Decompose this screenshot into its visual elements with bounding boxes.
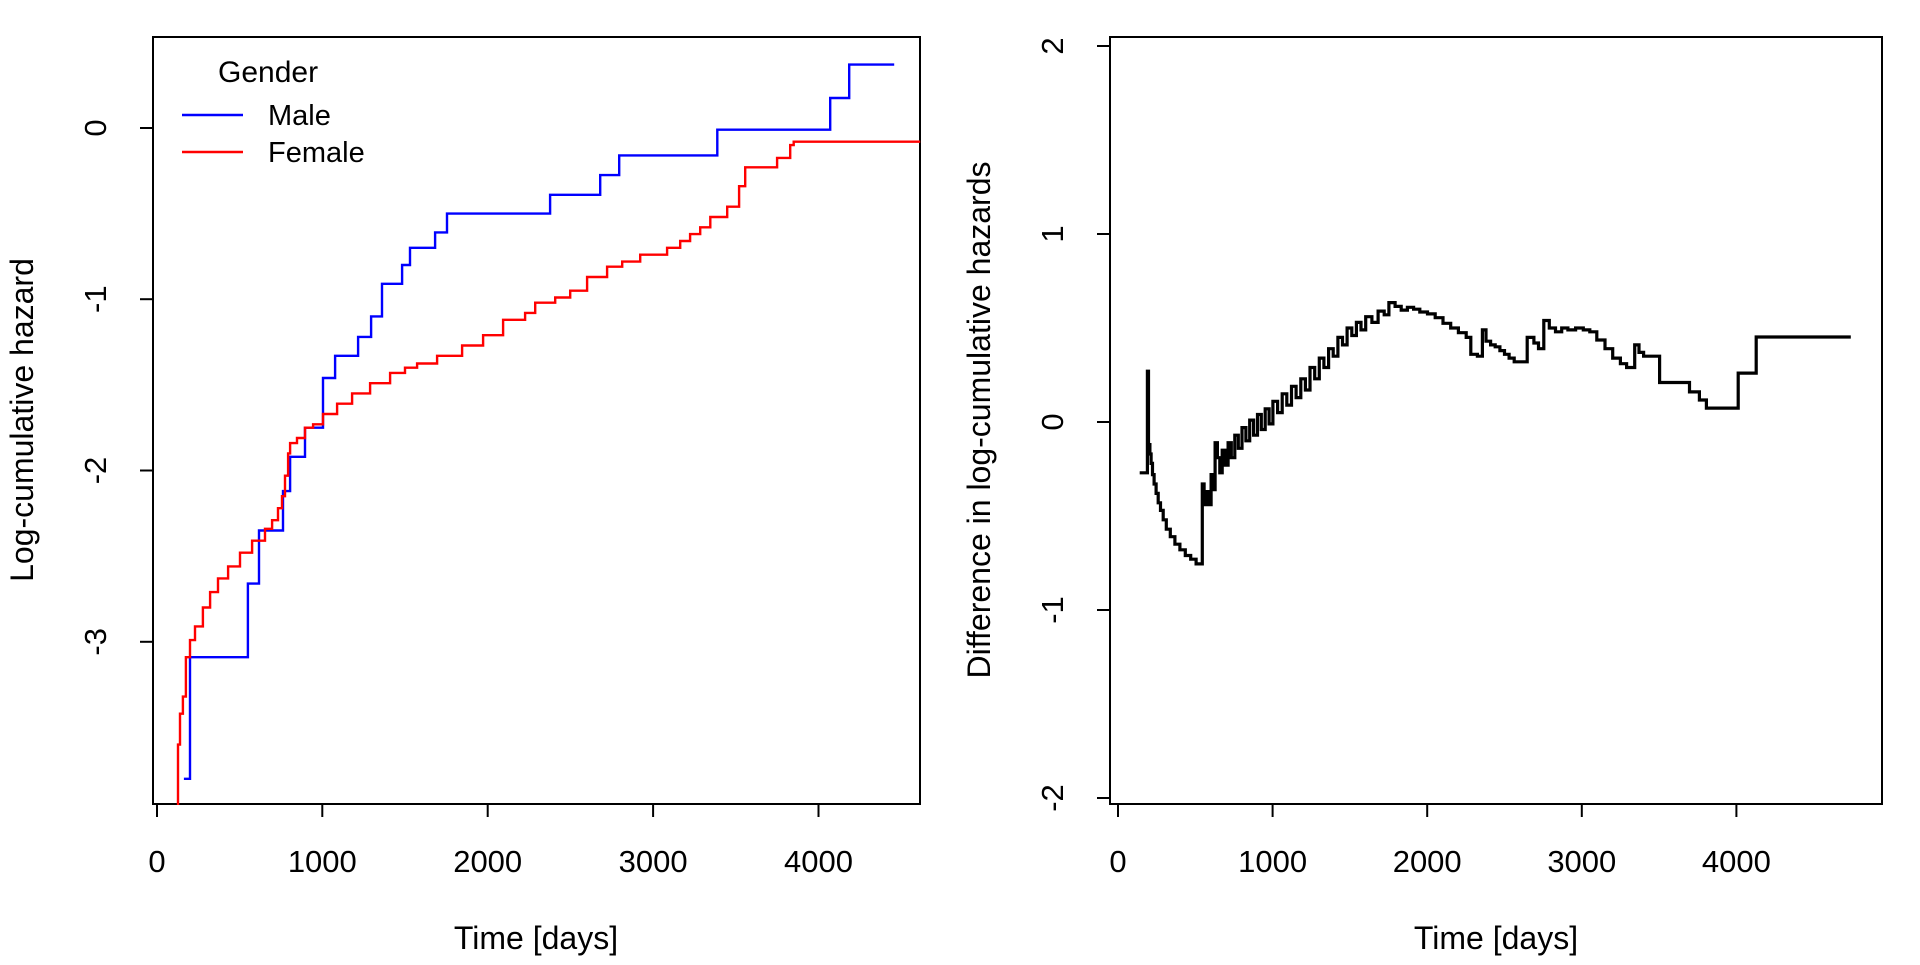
x-tick-label: 3000 bbox=[1547, 844, 1616, 879]
difference-series-line bbox=[1139, 301, 1851, 566]
right-y-axis-title: Difference in log-cumulative hazards bbox=[961, 162, 997, 679]
x-tick-label: 0 bbox=[148, 844, 165, 879]
plot-box bbox=[152, 36, 921, 805]
x-tick-label: 1000 bbox=[1238, 844, 1307, 879]
y-tick-label: -1 bbox=[1035, 596, 1070, 624]
x-tick-label: 3000 bbox=[619, 844, 688, 879]
x-tick-label: 2000 bbox=[453, 844, 522, 879]
y-tick-label: -2 bbox=[1035, 784, 1070, 812]
right-x-axis-title: Time [days] bbox=[1414, 920, 1578, 956]
y-tick-label: -2 bbox=[78, 457, 113, 485]
plot-box bbox=[1109, 36, 1883, 805]
legend-male-label: Male bbox=[268, 100, 331, 132]
left-y-axis-title: Log-cumulative hazard bbox=[4, 258, 40, 582]
right-panel: 0 1000 2000 3000 4000 2 1 0 -1 -2 bbox=[1035, 36, 1883, 879]
x-tick-label: 2000 bbox=[1393, 844, 1462, 879]
y-tick-label: 1 bbox=[1035, 225, 1070, 242]
x-tick-label: 0 bbox=[1109, 844, 1126, 879]
x-tick-label: 1000 bbox=[288, 844, 357, 879]
x-tick-label: 4000 bbox=[784, 844, 853, 879]
male-series-line bbox=[183, 63, 895, 780]
y-tick-label: 0 bbox=[1035, 413, 1070, 430]
y-tick-label: -1 bbox=[78, 285, 113, 313]
left-panel: 0 1000 2000 3000 4000 0 -1 -2 -3 bbox=[78, 36, 921, 879]
legend-title: Gender bbox=[218, 56, 318, 89]
y-tick-label: 0 bbox=[78, 119, 113, 136]
y-tick-label: -3 bbox=[78, 628, 113, 656]
legend: Gender Male Female bbox=[182, 56, 365, 169]
left-x-axis-title: Time [days] bbox=[454, 920, 618, 956]
x-tick-label: 4000 bbox=[1702, 844, 1771, 879]
legend-female-label: Female bbox=[268, 137, 365, 169]
y-tick-label: 2 bbox=[1035, 37, 1070, 54]
female-series-line bbox=[176, 140, 921, 805]
